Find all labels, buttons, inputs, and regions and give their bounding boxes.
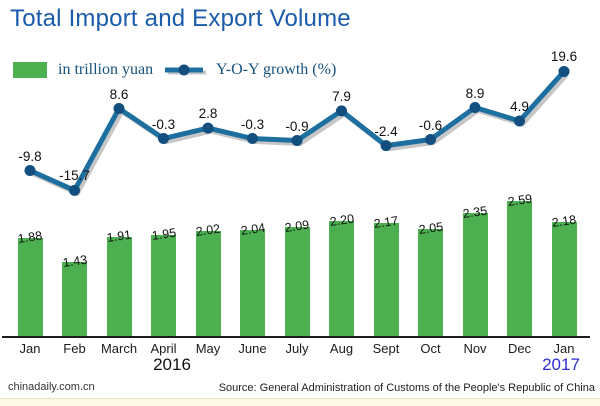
line-point-dot: [158, 133, 169, 145]
line-point-dot: [202, 122, 214, 134]
x-tick-label: Feb: [63, 341, 86, 356]
bar-dec-11: [507, 200, 532, 338]
x-tick-label: July: [285, 341, 309, 356]
bar-march-2: [106, 236, 132, 338]
bar-jan-0: [17, 238, 43, 338]
year-label-2017: 2017: [542, 355, 580, 374]
bar-april-3: [151, 234, 176, 338]
line-point-dot: [291, 135, 303, 147]
line-point-dot: [380, 140, 392, 152]
x-tick-label: Jan: [553, 341, 575, 356]
line-point-dot: [558, 65, 570, 77]
x-tick-label: Dec: [507, 341, 532, 356]
line-value-label: -15.7: [59, 168, 90, 184]
x-tick-label: Oct: [420, 341, 441, 356]
bar-aug-7: [329, 221, 354, 338]
line-point-dot: [69, 184, 80, 196]
line-point-dot: [514, 115, 525, 127]
line-value-label: -9.8: [18, 148, 42, 164]
bar-value-label: 1.95: [150, 225, 177, 243]
bar-may-4: [195, 230, 221, 338]
bar-oct-9: [418, 229, 443, 338]
line-value-label: 7.9: [332, 88, 351, 104]
year-label-2016: 2016: [153, 355, 191, 374]
line-point-dot: [113, 103, 125, 115]
line-value-label: 19.6: [550, 49, 578, 65]
bottom-border-strip: [0, 398, 600, 406]
bar-value-label: 2.59: [506, 191, 533, 209]
x-tick-label: Sept: [372, 341, 400, 356]
x-tick-label: Nov: [463, 341, 487, 356]
x-tick-label: May: [195, 341, 221, 356]
x-tick-label: March: [100, 341, 138, 356]
line-value-label: -0.3: [151, 116, 176, 132]
chart-title: Total Import and Export Volume: [10, 5, 351, 32]
x-tick-label: April: [150, 341, 177, 356]
bar-june-5: [240, 229, 265, 338]
line-value-label: -0.9: [285, 118, 309, 134]
line-value-label: 4.9: [510, 98, 529, 114]
line-point-dot: [24, 165, 36, 177]
x-axis-line: [2, 336, 590, 338]
line-value-label: -2.4: [374, 123, 398, 139]
line-point-dot: [425, 134, 436, 146]
line-value-label: 8.9: [465, 85, 485, 101]
line-point-dot: [247, 133, 258, 145]
line-value-label: -0.6: [418, 117, 443, 133]
bar-feb-1: [62, 262, 87, 338]
line-point-dot: [469, 102, 481, 114]
x-tick-label: Jan: [19, 341, 41, 356]
line-point-dot: [336, 105, 347, 117]
line-value-label: -0.3: [240, 116, 265, 132]
bar-july-6: [284, 227, 310, 338]
line-value-label: 2.8: [198, 106, 218, 122]
x-tick-label: Aug: [329, 341, 354, 356]
x-tick-label: June: [238, 341, 267, 356]
publisher-credit: chinadaily.com.cn: [8, 381, 95, 393]
bar-nov-10: [462, 213, 488, 338]
bar-jan-12: [551, 222, 577, 338]
source-credit: Source: General Administration of Custom…: [218, 382, 595, 394]
line-value-label: 8.6: [109, 86, 129, 102]
bar-sept-8: [373, 222, 399, 338]
